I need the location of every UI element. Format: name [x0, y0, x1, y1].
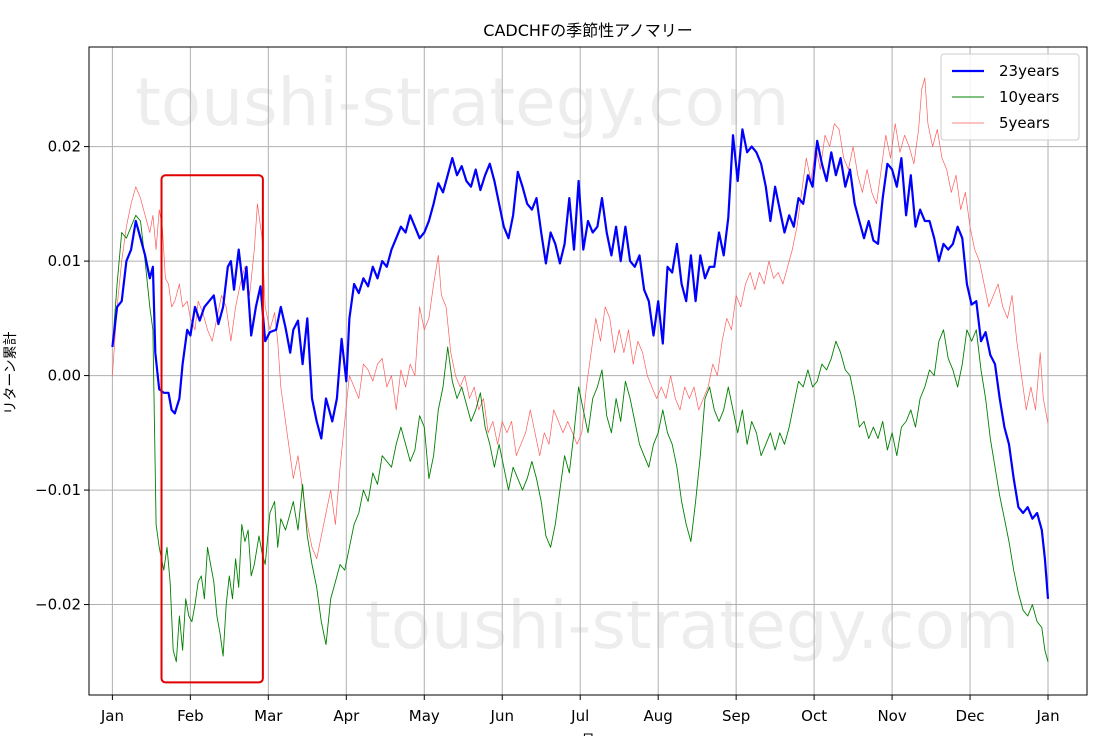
legend-box	[940, 53, 1080, 141]
grid	[89, 47, 1087, 695]
series-line-23years	[111, 128, 1050, 599]
x-tick-label: Nov	[877, 707, 906, 725]
highlight-box-layer	[160, 174, 264, 684]
x-tick-label: May	[409, 707, 440, 725]
x-tick-label: Dec	[956, 707, 985, 725]
y-tick-label: −0.02	[35, 596, 81, 614]
x-tick-label: Jan	[100, 707, 124, 725]
y-axis-label: リターン累計	[3, 331, 19, 414]
series-lines	[111, 77, 1050, 663]
legend: 23years 10years 5years	[940, 53, 1080, 141]
y-tick-label: 0.02	[48, 138, 81, 156]
y-axis: −0.02 −0.01 0.00 0.01 0.02	[35, 138, 89, 614]
series-line-5years	[112, 77, 1049, 560]
x-tick-label: Oct	[801, 707, 827, 725]
watermark-bottom: toushi-strategy.com	[365, 587, 1019, 664]
legend-label-5years: 5years	[999, 114, 1050, 132]
x-tick-label: Mar	[254, 707, 283, 725]
x-tick-label: Apr	[333, 707, 360, 725]
chart-title: CADCHFの季節性アノマリー	[483, 21, 692, 40]
series-line-10years	[111, 214, 1049, 663]
plot-area-frame	[88, 46, 1088, 696]
y-tick-label: −0.01	[35, 481, 81, 499]
legend-label-10years: 10years	[999, 88, 1060, 106]
x-tick-label: Jun	[490, 707, 514, 725]
watermark-top: toushi-strategy.com	[135, 64, 789, 141]
x-tick-label: Jul	[570, 707, 589, 725]
x-tick-label: Sep	[722, 707, 750, 725]
highlight-box	[160, 174, 264, 684]
x-tick-label: Feb	[177, 707, 204, 725]
x-axis-label: 月	[581, 733, 595, 736]
x-tick-label: Aug	[644, 707, 673, 725]
x-tick-label: Jan	[1035, 707, 1059, 725]
y-tick-label: 0.00	[48, 367, 81, 385]
legend-label-23years: 23years	[999, 62, 1060, 80]
x-axis: Jan Feb Mar Apr May Jun Jul Aug Sep Oct Nov Dec Jan	[100, 695, 1060, 725]
y-tick-label: 0.01	[48, 252, 81, 270]
